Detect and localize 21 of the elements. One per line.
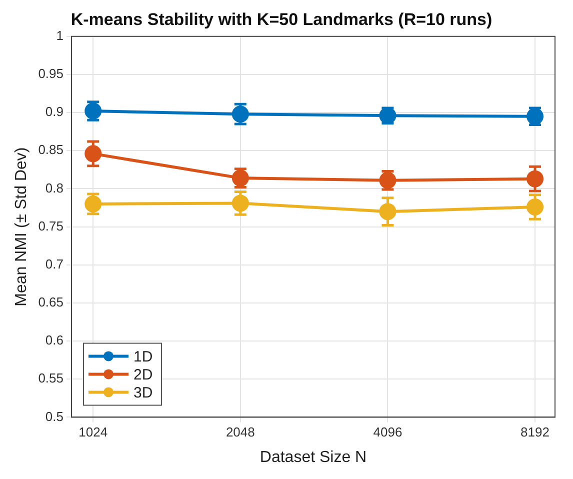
- y-tick-label: 0.65: [38, 294, 64, 310]
- y-tick-label: 0.55: [38, 370, 64, 386]
- legend-label: 1D: [134, 348, 153, 366]
- x-tick-label: 1024: [78, 424, 108, 440]
- y-tick-label: 0.8: [45, 180, 64, 196]
- y-tick-label: 0.6: [45, 332, 64, 348]
- legend-label: 3D: [134, 384, 153, 402]
- y-tick-label: 0.95: [38, 66, 64, 82]
- y-tick-label: 0.75: [38, 218, 64, 234]
- y-tick-label: 0.9: [45, 104, 64, 120]
- x-tick-label: 4096: [373, 424, 402, 440]
- legend-label: 2D: [134, 366, 153, 384]
- y-tick-label: 1: [56, 28, 64, 43]
- x-axis-title: Dataset Size N: [260, 448, 367, 466]
- y-tick-label: 0.7: [45, 256, 64, 272]
- y-tick-label: 0.5: [45, 408, 64, 424]
- y-axis-title: Mean NMI (± Std Dev): [13, 147, 30, 306]
- x-tick-label: 2048: [226, 424, 255, 440]
- x-tick-label: 8192: [520, 424, 550, 440]
- chart-title: K-means Stability with K=50 Landmarks (R=10 runs): [70, 10, 492, 29]
- y-tick-label: 0.85: [38, 142, 64, 158]
